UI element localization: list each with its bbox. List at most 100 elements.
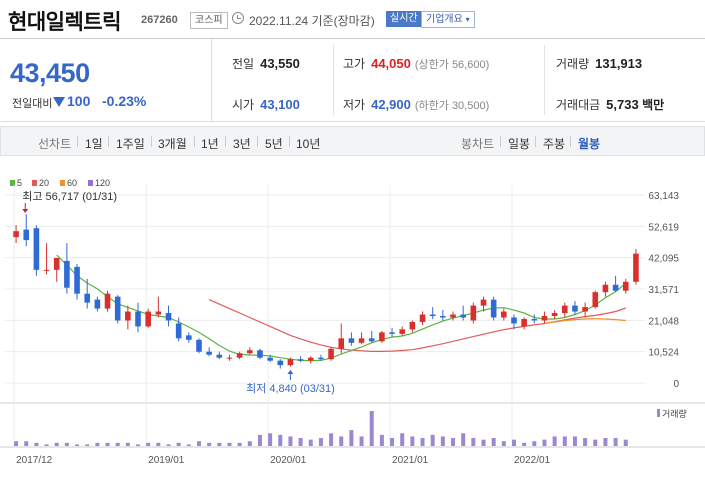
high-arrow-head (22, 209, 29, 213)
lower-limit: (하한가 30,500) (414, 100, 490, 112)
period-10y[interactable]: 10년 (296, 137, 321, 151)
moving-average-lines (56, 254, 627, 362)
volume-stat: 거래량 131,913 (556, 55, 642, 72)
volume-bar (125, 442, 130, 446)
market-badge: 코스피 (190, 12, 228, 29)
x-tick-label: 2019/01 (148, 455, 185, 466)
candle-body (348, 338, 355, 343)
volume-bar (268, 433, 273, 446)
period-weekly[interactable]: 주봉 (543, 137, 566, 151)
candle-body (226, 357, 233, 359)
volume-bar (156, 442, 161, 446)
column-divider (333, 45, 334, 115)
candle-body (53, 257, 60, 270)
company-info-dropdown[interactable]: 기업개요 ▾ (421, 11, 475, 28)
volume-bar (146, 442, 151, 446)
volume-bars: 거래량 (14, 408, 687, 446)
volume-bar (166, 444, 171, 446)
volume-bar (217, 442, 222, 446)
candle-body (582, 307, 588, 312)
current-price-panel: 43,450 전일대비 100 -0.23% (0, 39, 212, 121)
volume-bar (379, 434, 384, 446)
candle-body (196, 339, 202, 352)
high-annotation: 최고 56,717 (01/31) (22, 190, 117, 203)
volume-bar (552, 436, 557, 446)
chevron-down-icon: ▾ (465, 15, 470, 24)
volume-bar (572, 436, 577, 446)
volume-bar (603, 438, 608, 446)
volume-bar (390, 438, 395, 446)
price-change-percent: -0.23% (102, 93, 147, 109)
legend-label: 20 (39, 178, 49, 188)
clock-icon (232, 12, 244, 24)
realtime-button[interactable]: 실시간 (386, 11, 422, 27)
candle-body (165, 313, 172, 321)
candle-body (602, 284, 609, 293)
stock-code: 267260 (141, 14, 178, 26)
period-daily[interactable]: 일봉 (508, 137, 531, 151)
legend-label: 5 (17, 178, 22, 188)
x-tick-label: 2017/12 (16, 455, 53, 466)
candle-body (379, 332, 385, 342)
period-1y[interactable]: 1년 (201, 137, 219, 151)
company-info-label: 기업개요 (426, 14, 463, 25)
candle-body (13, 231, 19, 238)
prev-close: 전일 43,550 (232, 55, 300, 72)
candle-body (84, 293, 91, 303)
period-3m[interactable]: 3개월 (158, 137, 187, 151)
y-tick-label: 31,571 (648, 285, 679, 296)
current-price: 43,450 (10, 58, 90, 88)
volume-bar (461, 433, 466, 446)
divider (500, 136, 501, 147)
volume-bar (115, 442, 120, 446)
candle-body (104, 293, 111, 309)
divider (194, 136, 195, 147)
divider (225, 136, 226, 147)
candle-body (74, 266, 80, 294)
volume-bar (369, 411, 374, 446)
low-annotation: 최저 4,840 (03/31) (246, 382, 335, 395)
volume-bar (288, 436, 293, 446)
period-5y[interactable]: 5년 (265, 137, 283, 151)
period-monthly[interactable]: 월봉 (578, 137, 601, 151)
volume-bar (532, 441, 537, 446)
period-3y[interactable]: 3년 (233, 137, 251, 151)
volume-bar (136, 444, 141, 446)
stock-chart[interactable]: 5 20 60 120 63,143 52,619 42,095 31,571 21,048 1… (0, 160, 705, 481)
candle-body (440, 316, 446, 318)
candle-body (155, 311, 162, 315)
period-1d[interactable]: 1일 (85, 137, 103, 151)
stock-header: 현대일렉트릭 267260 코스피 2022.11.24 기준(장마감) 실시간… (0, 0, 705, 38)
volume-bar (278, 434, 283, 446)
candle-body (33, 228, 40, 270)
candle-body (216, 354, 223, 358)
price-summary: 43,450 전일대비 100 -0.23% 전일 43,550 고가 44,050… (0, 38, 705, 122)
period-selector: 선차트 1일 1주일 3개월 1년 3년 5년 10년 봉차트 일봉 주봉 월봉 (0, 126, 705, 156)
legend-swatch (60, 180, 65, 186)
legend-label: 60 (67, 178, 77, 188)
divider (570, 136, 571, 147)
trade-amount-stat: 거래대금 5,733 백만 (556, 96, 664, 113)
prev-close-value: 43,550 (260, 56, 300, 71)
volume-bar (471, 438, 476, 446)
trade-amount-label: 거래대금 (556, 98, 601, 112)
volume-bar (308, 439, 313, 446)
candle-body (135, 311, 141, 327)
candle-body (328, 348, 334, 360)
y-tick-label: 42,095 (648, 254, 679, 265)
divider (151, 136, 152, 147)
candle-body (490, 299, 497, 318)
volume-bar (400, 433, 405, 446)
low-value: 42,900 (371, 97, 411, 112)
candle-body (175, 323, 182, 339)
volume-bar (359, 436, 364, 446)
period-1w[interactable]: 1주일 (116, 137, 145, 151)
y-tick-label: 52,619 (648, 222, 679, 233)
y-tick-label: 0 (673, 379, 679, 390)
candle-body (511, 317, 517, 324)
compare-label: 전일대비 (12, 98, 53, 110)
volume-bar (542, 439, 547, 446)
volume-bar (85, 444, 90, 446)
candle-body (23, 229, 30, 241)
volume-bar (105, 442, 110, 446)
